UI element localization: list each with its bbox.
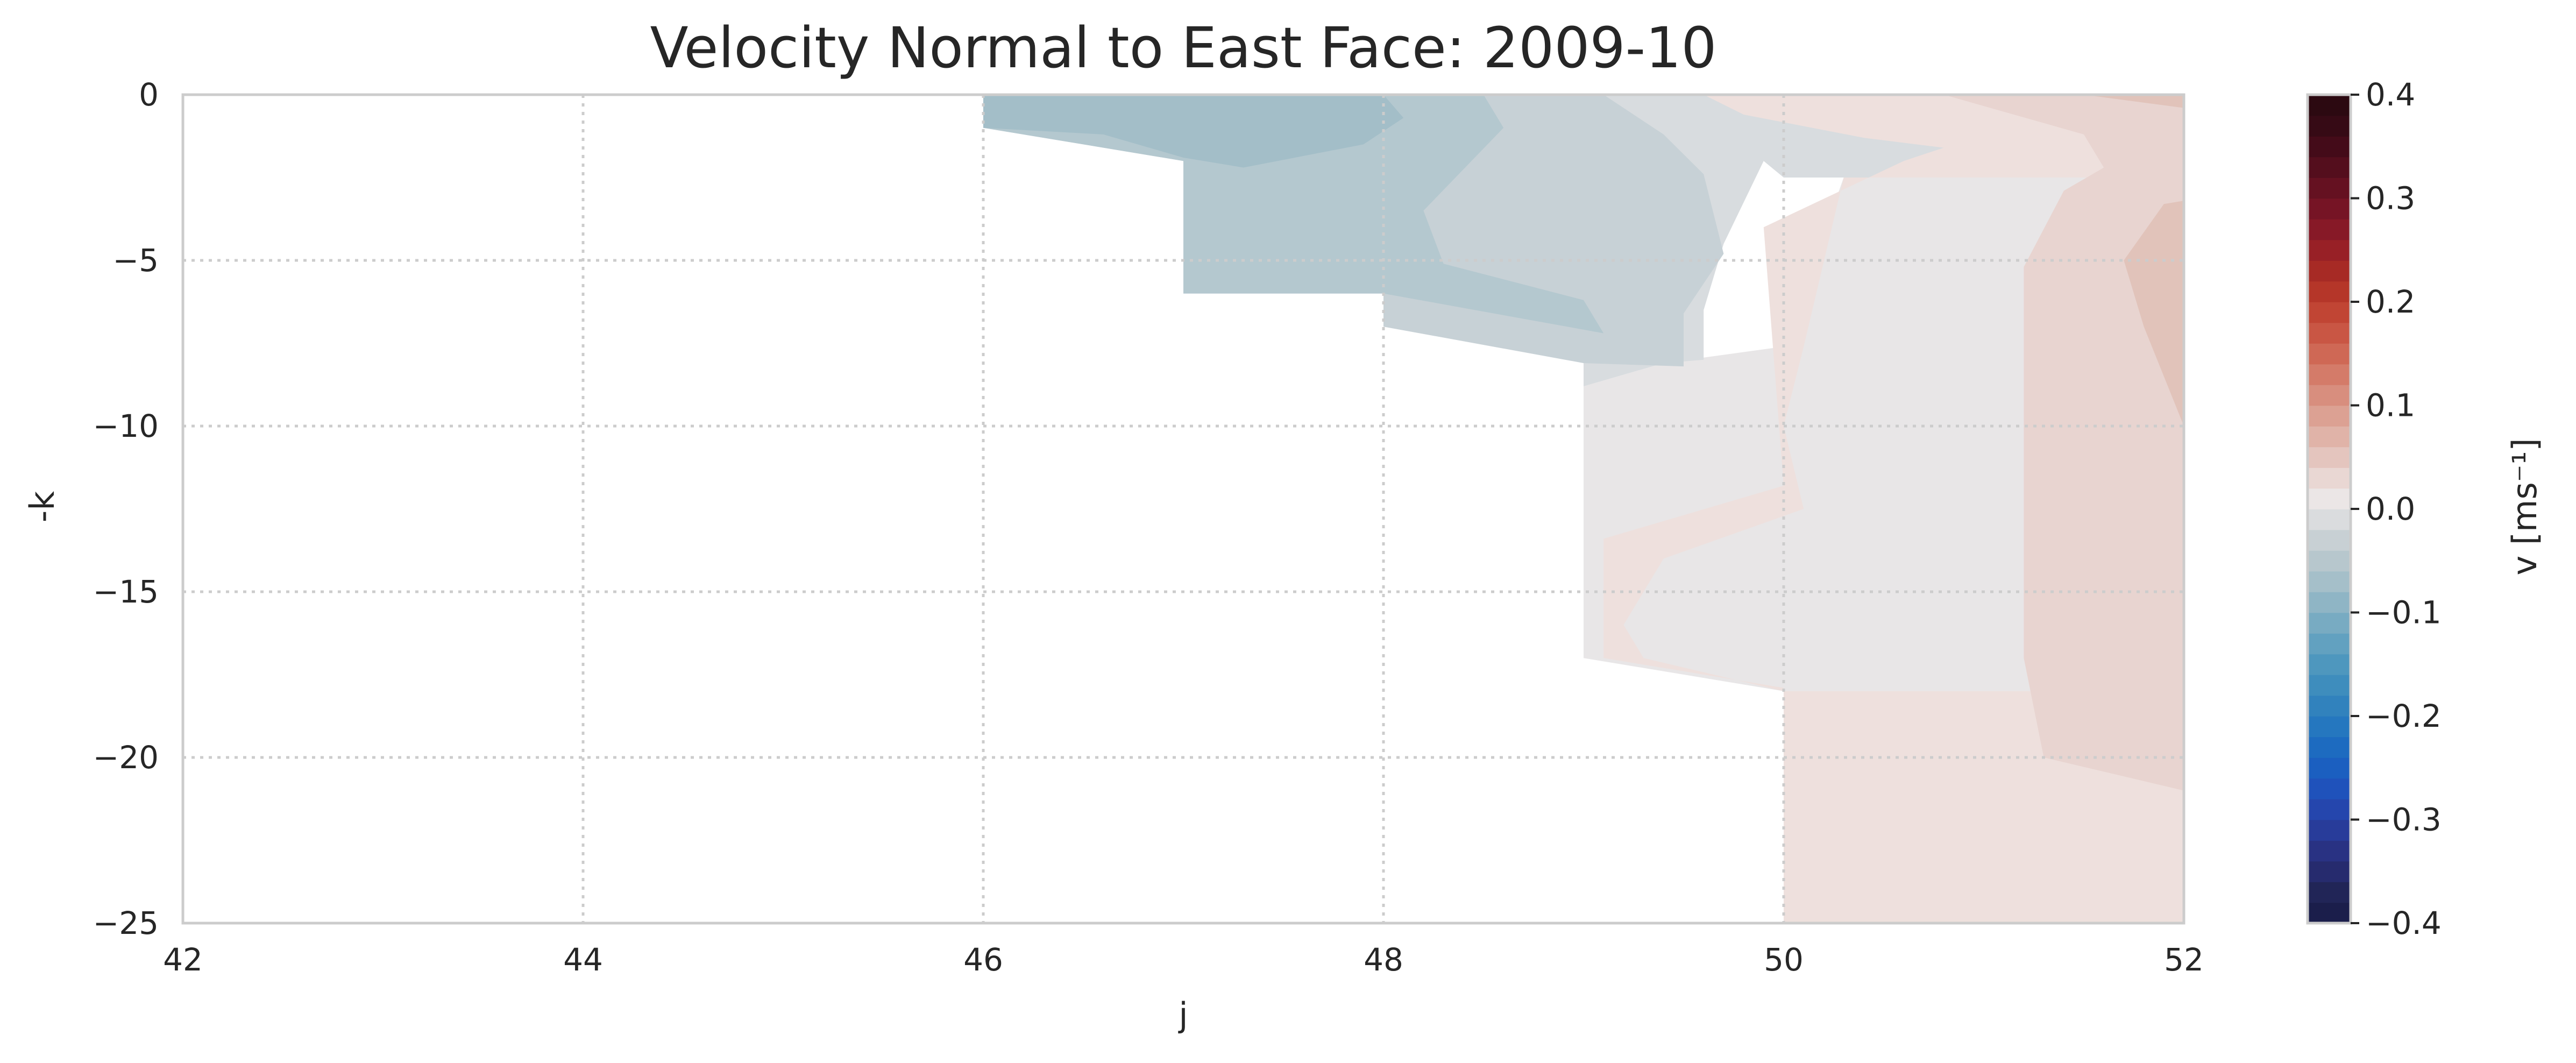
contour-positive-east-core [2084, 95, 2184, 426]
colorbar-band [2308, 861, 2351, 882]
x-tick-label: 52 [2164, 941, 2204, 978]
colorbar-band [2308, 260, 2351, 282]
colorbar-tick-label: 0.0 [2366, 491, 2415, 527]
colorbar-band [2308, 447, 2351, 468]
contour-regions [983, 95, 2184, 923]
colorbar-band [2308, 467, 2351, 489]
colorbar-band [2308, 902, 2351, 924]
y-axis-ticks: 0 −5 −10 −15 −20 −25 [93, 76, 159, 941]
colorbar-band [2308, 799, 2351, 820]
colorbar: 0.4 0.3 0.2 0.1 0.0 −0.1 −0.2 −0.3 −0.4 v [ms⁻¹] [2306, 76, 2544, 941]
colorbar-band [2308, 778, 2351, 799]
colorbar-band [2308, 239, 2351, 261]
colorbar-band [2308, 343, 2351, 365]
colorbar-tick-label: −0.1 [2366, 594, 2442, 631]
x-axis-label: j [1177, 995, 1188, 1034]
colorbar-band [2308, 178, 2351, 199]
y-tick-label: −25 [93, 905, 159, 941]
colorbar-band [2308, 716, 2351, 738]
contour-positive-east [1943, 95, 2184, 791]
y-tick-label: −5 [113, 242, 159, 279]
colorbar-tick-label: 0.2 [2366, 284, 2415, 320]
colorbar-band [2308, 157, 2351, 178]
colorbar-band [2308, 592, 2351, 613]
colorbar-band [2308, 695, 2351, 717]
contour-negative-mid [983, 95, 1604, 334]
colorbar-band [2308, 115, 2351, 137]
colorbar-band [2308, 571, 2351, 592]
colorbar-band [2308, 488, 2351, 509]
colorbar-band [2308, 550, 2351, 572]
colorbar-band [2308, 675, 2351, 696]
colorbar-band [2308, 198, 2351, 219]
colorbar-band [2308, 509, 2351, 530]
colorbar-bands [2308, 95, 2351, 924]
colorbar-band [2308, 364, 2351, 385]
colorbar-ticks: 0.4 0.3 0.2 0.1 0.0 −0.1 −0.2 −0.3 −0.4 [2351, 76, 2442, 941]
grid-lines [183, 95, 2184, 923]
x-tick-label: 44 [563, 941, 603, 978]
y-tick-label: 0 [139, 76, 159, 113]
colorbar-tick-label: −0.4 [2366, 905, 2442, 941]
y-tick-label: −15 [93, 573, 159, 610]
x-tick-label: 50 [1764, 941, 1804, 978]
x-tick-label: 42 [163, 941, 203, 978]
colorbar-tick-label: −0.2 [2366, 698, 2442, 734]
colorbar-tick-label: 0.3 [2366, 180, 2415, 217]
colorbar-band [2308, 95, 2351, 116]
y-axis-label: -k [23, 491, 62, 522]
colorbar-band [2308, 529, 2351, 551]
colorbar-band [2308, 322, 2351, 344]
y-tick-label: −10 [93, 408, 159, 444]
colorbar-band [2308, 281, 2351, 302]
colorbar-tick-label: 0.1 [2366, 387, 2415, 424]
chart-title: Velocity Normal to East Face: 2009-10 [650, 15, 1716, 81]
colorbar-band [2308, 819, 2351, 841]
colorbar-band [2308, 882, 2351, 903]
colorbar-band [2308, 405, 2351, 427]
colorbar-band [2308, 736, 2351, 758]
x-tick-label: 48 [1364, 941, 1403, 978]
plot-area [181, 93, 2185, 925]
x-tick-label: 46 [963, 941, 1003, 978]
colorbar-label: v [ms⁻¹] [2505, 438, 2544, 575]
colorbar-band [2308, 219, 2351, 240]
colorbar-tick-label: 0.4 [2366, 76, 2415, 113]
contour-negative-core [983, 95, 1404, 168]
x-axis-ticks: 42 44 46 48 50 52 [163, 941, 2204, 978]
colorbar-band [2308, 136, 2351, 158]
colorbar-band [2308, 612, 2351, 634]
colorbar-band [2308, 302, 2351, 323]
plot-frame [181, 93, 2185, 925]
colorbar-band [2308, 426, 2351, 448]
colorbar-band [2308, 757, 2351, 779]
colorbar-band [2308, 385, 2351, 406]
colorbar-tick-label: −0.3 [2366, 802, 2442, 838]
colorbar-band [2308, 654, 2351, 675]
y-tick-label: −20 [93, 739, 159, 776]
colorbar-band [2308, 633, 2351, 655]
colorbar-band [2308, 840, 2351, 862]
